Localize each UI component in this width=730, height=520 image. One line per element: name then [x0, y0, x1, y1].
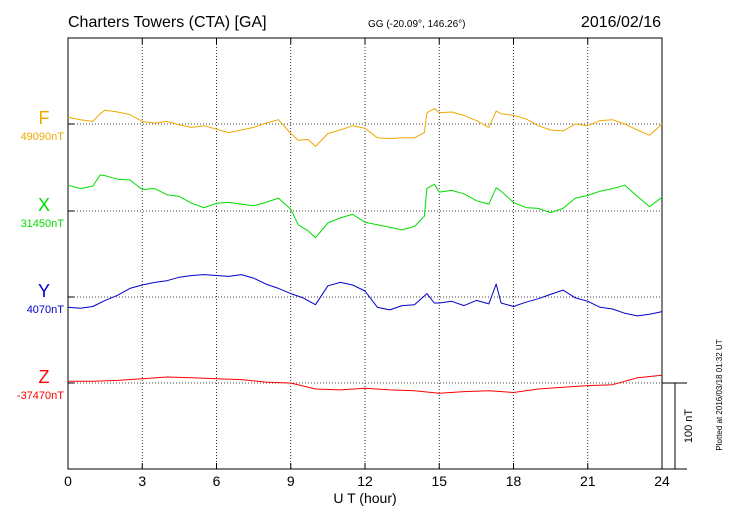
scale-bar-label: 100 nT: [683, 409, 695, 444]
chart-date: 2016/02/16: [581, 14, 661, 31]
component-label-z: Z: [39, 367, 50, 387]
baseline-label-f: 49090nT: [21, 131, 65, 143]
trace-z: [68, 374, 663, 394]
x-axis-label: U T (hour): [333, 490, 396, 506]
x-tick-label: 6: [213, 473, 221, 489]
baseline-label-z: -37470nT: [17, 390, 64, 402]
x-tick-label: 15: [431, 473, 447, 489]
x-tick-labels: 0 3 6 9 12 15 18 21 24: [64, 473, 670, 489]
baseline-label-y: 4070nT: [27, 304, 65, 316]
traces-group: [67, 108, 663, 394]
x-tick-label: 21: [580, 473, 596, 489]
x-tick-label: 24: [654, 473, 670, 489]
component-label-x: X: [38, 195, 50, 215]
component-labels: F 49090nT X 31450nT Y 4070nT Z -37470nT: [17, 108, 64, 402]
x-tick-label: 9: [287, 473, 295, 489]
component-label-y: Y: [38, 281, 50, 301]
station-coordinates: GG (-20.09°, 146.26°): [368, 19, 466, 30]
scale-bar: 100 nT: [662, 382, 695, 470]
trace-f: [67, 108, 663, 147]
baseline-label-x: 31450nT: [21, 218, 65, 230]
trace-y: [67, 274, 663, 317]
plotted-timestamp: Plotted at 2016/03/18 01:32 UT: [715, 339, 724, 450]
x-tick-label: 12: [357, 473, 373, 489]
plot-frame: [67, 37, 663, 470]
grid-group: [67, 38, 663, 469]
trace-x: [67, 174, 663, 239]
x-tick-label: 3: [138, 473, 146, 489]
x-tick-label: 18: [506, 473, 522, 489]
x-tick-label: 0: [64, 473, 72, 489]
component-label-f: F: [39, 108, 50, 128]
station-title: Charters Towers (CTA) [GA]: [68, 14, 267, 31]
